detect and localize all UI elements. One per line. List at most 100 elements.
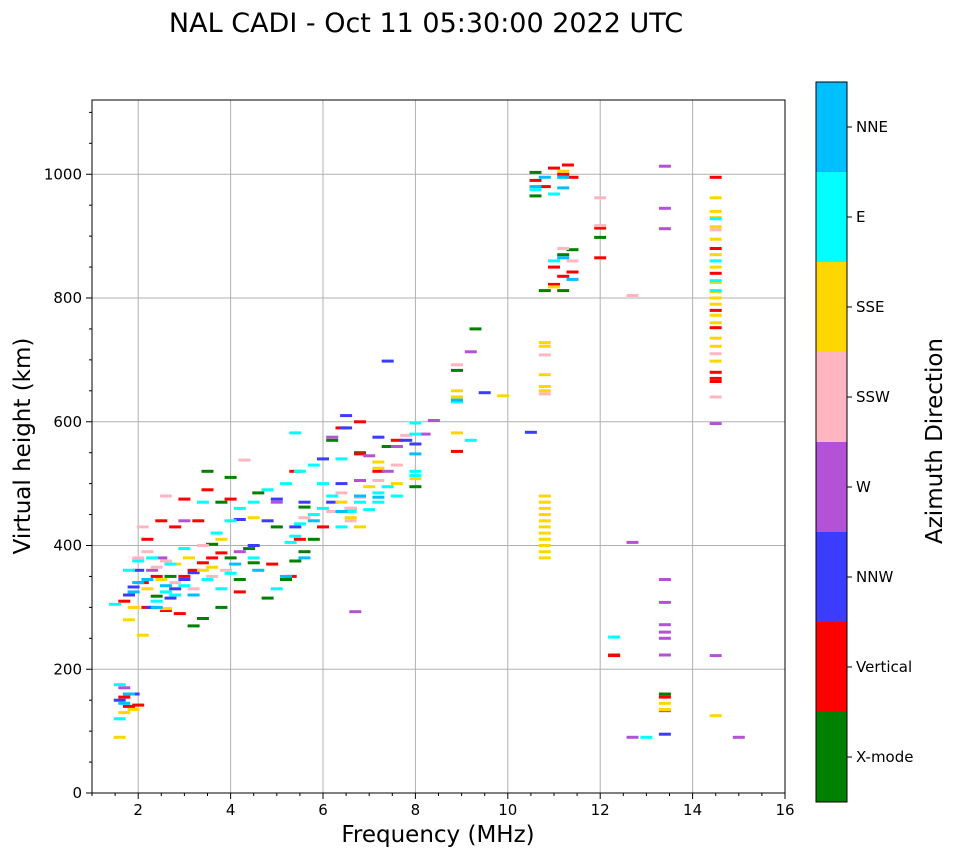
echo-mark-sse	[709, 225, 722, 229]
echo-mark-sse	[538, 494, 551, 498]
echo-mark-w	[418, 432, 431, 436]
echo-mark-x-mode	[187, 624, 200, 628]
echo-mark-ssw	[400, 433, 413, 437]
echo-mark-vertical	[173, 612, 186, 616]
echo-mark-sse	[451, 395, 463, 399]
echo-mark-nnw	[298, 500, 311, 504]
x-tick-label: 4	[226, 801, 236, 819]
echo-mark-nnw	[658, 732, 671, 736]
echo-mark-nne	[409, 452, 422, 456]
echo-mark-x-mode	[252, 491, 265, 495]
echo-mark-e	[363, 508, 376, 512]
echo-mark-e	[307, 463, 320, 467]
echo-mark-x-mode	[326, 438, 339, 442]
echo-mark-x-mode	[529, 170, 542, 174]
echo-mark-w	[732, 735, 745, 739]
colorbar-segment	[816, 442, 847, 532]
echo-mark-vertical	[594, 226, 607, 230]
colorbar-tick-label: NNE	[856, 118, 888, 136]
echo-mark-w	[658, 623, 671, 627]
echo-mark-vertical	[709, 175, 722, 179]
echo-mark-e	[344, 510, 357, 513]
echo-mark-e	[529, 188, 542, 192]
echo-mark-e	[335, 525, 348, 529]
echo-mark-e	[113, 683, 126, 687]
echo-mark-sse	[127, 605, 140, 609]
echo-mark-vertical	[529, 178, 542, 182]
echo-mark-vertical	[451, 449, 463, 453]
colorbar-segment	[816, 352, 847, 442]
echo-mark-sse	[658, 701, 671, 705]
echo-mark-nnw	[169, 587, 182, 591]
echo-mark-x-mode	[298, 505, 311, 509]
echo-mark-vertical	[118, 695, 131, 699]
echo-mark-x-mode	[409, 485, 422, 489]
echo-mark-sse	[127, 708, 140, 711]
colorbar: X-mode Vertical NNW W SSW SSE E NNE	[815, 81, 913, 803]
echo-mark-w	[658, 206, 671, 210]
colorbar-tick-label: SSE	[856, 298, 885, 316]
echo-mark-w	[658, 578, 671, 581]
echo-mark-vertical	[132, 703, 145, 707]
echo-mark-e	[289, 431, 302, 435]
echo-mark-nne	[557, 256, 570, 260]
echo-mark-e	[164, 562, 177, 566]
echo-mark-sse	[118, 711, 131, 715]
echo-mark-vertical	[354, 452, 366, 456]
echo-mark-sse	[372, 460, 385, 464]
echo-mark-vertical	[557, 274, 570, 278]
echo-mark-e	[335, 457, 348, 461]
colorbar-segment	[816, 712, 847, 802]
echo-mark-x-mode	[280, 578, 292, 581]
echo-mark-ssw	[557, 247, 570, 250]
echo-mark-w	[118, 686, 131, 690]
echo-mark-nnw	[340, 426, 353, 430]
echo-mark-ssw	[132, 556, 145, 560]
echo-mark-ssw	[187, 587, 200, 591]
echo-mark-e	[224, 519, 237, 523]
echo-mark-w	[354, 479, 366, 482]
echo-mark-nne	[132, 581, 145, 585]
echo-mark-w	[658, 164, 671, 168]
colorbar-segment	[816, 262, 847, 352]
colorbar-segment	[816, 172, 847, 262]
echo-mark-x-mode	[538, 289, 551, 293]
echo-mark-x-mode	[298, 550, 311, 554]
echo-mark-sse	[709, 714, 722, 718]
echo-mark-e	[293, 469, 306, 473]
echo-mark-e	[548, 192, 560, 196]
x-tick-label: 14	[683, 801, 702, 819]
colorbar-segment	[816, 82, 847, 172]
echo-mark-sse	[206, 565, 219, 569]
echo-mark-x-mode	[261, 596, 274, 600]
echo-mark-nnw	[270, 497, 283, 501]
echo-mark-ssw	[169, 581, 182, 585]
echo-mark-x-mode	[451, 368, 463, 372]
echo-mark-sse	[709, 281, 722, 284]
echo-mark-sse	[159, 607, 172, 611]
echo-mark-e	[709, 279, 722, 283]
echo-mark-w	[709, 654, 722, 658]
echo-mark-ssw	[335, 491, 348, 495]
echo-mark-sse	[538, 500, 551, 504]
echo-mark-sse	[709, 196, 722, 200]
echo-mark-sse	[538, 385, 551, 388]
colorbar-tick-label: X-mode	[856, 748, 913, 766]
echo-mark-sse	[335, 500, 348, 504]
y-tick-label: 400	[53, 537, 82, 555]
echo-mark-x-mode	[289, 559, 302, 563]
echo-mark-nne	[335, 510, 348, 513]
echo-mark-e	[307, 513, 320, 517]
echo-mark-ssw	[298, 516, 311, 520]
echo-mark-vertical	[317, 525, 329, 529]
echo-mark-nne	[123, 692, 135, 696]
echo-mark-sse	[538, 341, 551, 345]
axis-ticks: 2 4 6 8 10 12 14 16 0 200 400 600 800 1000	[44, 111, 795, 819]
grid	[92, 100, 785, 793]
echo-mark-x-mode	[150, 594, 163, 598]
echo-mark-vertical	[224, 497, 237, 501]
echo-mark-vertical	[557, 172, 570, 176]
echo-mark-sse	[372, 466, 385, 470]
echo-mark-vertical	[187, 568, 200, 572]
colorbar-tick-label: W	[856, 478, 871, 496]
